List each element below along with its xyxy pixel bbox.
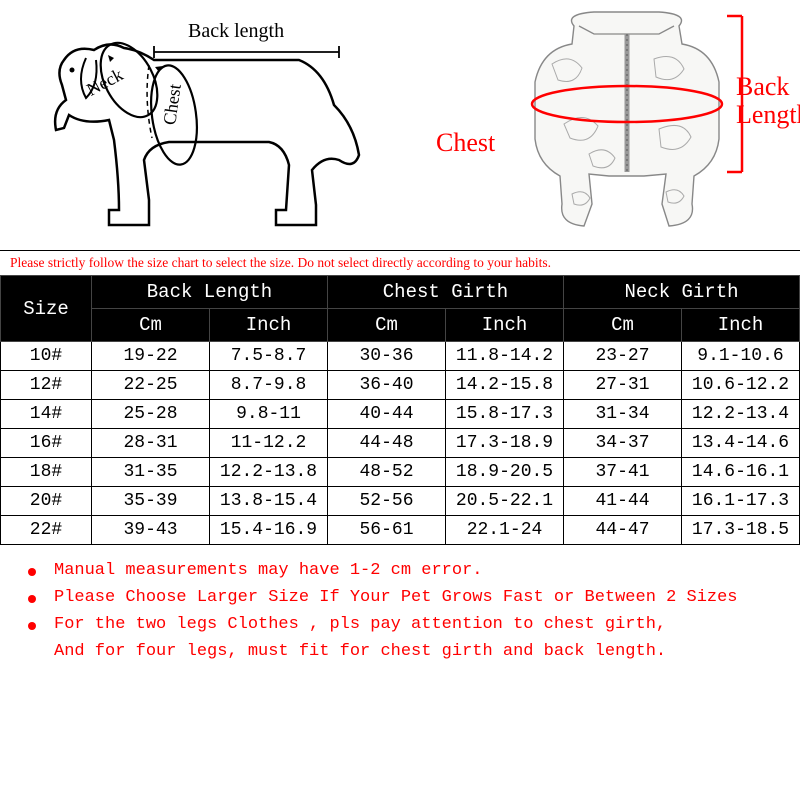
- table-cell: 56-61: [328, 516, 446, 545]
- table-cell: 22.1-24: [446, 516, 564, 545]
- table-cell: 20.5-22.1: [446, 487, 564, 516]
- table-cell: 19-22: [92, 342, 210, 371]
- table-cell: 10.6-12.2: [682, 371, 800, 400]
- table-cell: 12.2-13.8: [210, 458, 328, 487]
- table-cell: 14#: [1, 400, 92, 429]
- bullet-icon: [28, 595, 36, 603]
- header-ng-in: Inch: [682, 309, 800, 342]
- label-jacket-back-2: Length: [736, 100, 800, 130]
- table-cell: 31-35: [92, 458, 210, 487]
- table-row: 14#25-289.8-1140-4415.8-17.331-3412.2-13…: [1, 400, 800, 429]
- size-chart-table: Size Back Length Chest Girth Neck Girth …: [0, 275, 800, 545]
- header-cg-cm: Cm: [328, 309, 446, 342]
- table-cell: 11-12.2: [210, 429, 328, 458]
- table-cell: 15.4-16.9: [210, 516, 328, 545]
- header-ng-cm: Cm: [564, 309, 682, 342]
- table-row: 18#31-3512.2-13.848-5218.9-20.537-4114.6…: [1, 458, 800, 487]
- table-cell: 12.2-13.4: [682, 400, 800, 429]
- table-cell: 48-52: [328, 458, 446, 487]
- table-cell: 17.3-18.9: [446, 429, 564, 458]
- table-cell: 31-34: [564, 400, 682, 429]
- bullet-icon: [28, 622, 36, 630]
- table-cell: 11.8-14.2: [446, 342, 564, 371]
- table-cell: 28-31: [92, 429, 210, 458]
- table-cell: 15.8-17.3: [446, 400, 564, 429]
- table-cell: 10#: [1, 342, 92, 371]
- table-cell: 41-44: [564, 487, 682, 516]
- table-cell: 22-25: [92, 371, 210, 400]
- table-cell: 27-31: [564, 371, 682, 400]
- table-cell: 14.6-16.1: [682, 458, 800, 487]
- note-text: And for four legs, must fit for chest gi…: [54, 642, 772, 661]
- table-cell: 36-40: [328, 371, 446, 400]
- table-cell: 22#: [1, 516, 92, 545]
- jacket-measurement-diagram: Chest Back Length: [444, 0, 794, 250]
- table-cell: 25-28: [92, 400, 210, 429]
- header-back-length: Back Length: [92, 276, 328, 309]
- label-back-length: Back length: [188, 20, 284, 43]
- header-size: Size: [1, 276, 92, 342]
- note-text: Manual measurements may have 1-2 cm erro…: [54, 561, 772, 580]
- table-row: 10#19-227.5-8.730-3611.8-14.223-279.1-10…: [1, 342, 800, 371]
- header-bl-in: Inch: [210, 309, 328, 342]
- table-cell: 7.5-8.7: [210, 342, 328, 371]
- note-line: And for four legs, must fit for chest gi…: [28, 642, 772, 661]
- header-bl-cm: Cm: [92, 309, 210, 342]
- label-jacket-chest: Chest: [436, 128, 495, 158]
- table-row: 20#35-3913.8-15.452-5620.5-22.141-4416.1…: [1, 487, 800, 516]
- table-cell: 52-56: [328, 487, 446, 516]
- table-cell: 8.7-9.8: [210, 371, 328, 400]
- table-cell: 18.9-20.5: [446, 458, 564, 487]
- table-cell: 13.4-14.6: [682, 429, 800, 458]
- table-cell: 9.1-10.6: [682, 342, 800, 371]
- table-cell: 35-39: [92, 487, 210, 516]
- table-cell: 37-41: [564, 458, 682, 487]
- diagram-section: Back length Neck Chest C: [0, 0, 800, 250]
- note-line: Manual measurements may have 1-2 cm erro…: [28, 561, 772, 580]
- table-header-row-1: Size Back Length Chest Girth Neck Girth: [1, 276, 800, 309]
- table-cell: 9.8-11: [210, 400, 328, 429]
- table-cell: 44-48: [328, 429, 446, 458]
- table-cell: 17.3-18.5: [682, 516, 800, 545]
- table-row: 12#22-258.7-9.836-4014.2-15.827-3110.6-1…: [1, 371, 800, 400]
- table-cell: 44-47: [564, 516, 682, 545]
- table-cell: 23-27: [564, 342, 682, 371]
- bullet-spacer: [28, 642, 36, 650]
- table-cell: 18#: [1, 458, 92, 487]
- notes-section: Manual measurements may have 1-2 cm erro…: [0, 545, 800, 685]
- header-neck-girth: Neck Girth: [564, 276, 800, 309]
- table-row: 22#39-4315.4-16.956-6122.1-2444-4717.3-1…: [1, 516, 800, 545]
- table-cell: 13.8-15.4: [210, 487, 328, 516]
- header-cg-in: Inch: [446, 309, 564, 342]
- note-text: For the two legs Clothes , pls pay atten…: [54, 615, 772, 634]
- table-cell: 39-43: [92, 516, 210, 545]
- table-header-row-2: Cm Inch Cm Inch Cm Inch: [1, 309, 800, 342]
- table-cell: 20#: [1, 487, 92, 516]
- table-cell: 40-44: [328, 400, 446, 429]
- note-line: Please Choose Larger Size If Your Pet Gr…: [28, 588, 772, 607]
- table-cell: 12#: [1, 371, 92, 400]
- table-cell: 30-36: [328, 342, 446, 371]
- table-cell: 16#: [1, 429, 92, 458]
- bullet-icon: [28, 568, 36, 576]
- dog-measurement-diagram: Back length Neck Chest: [0, 0, 444, 250]
- table-cell: 14.2-15.8: [446, 371, 564, 400]
- label-jacket-back-1: Back: [736, 72, 789, 102]
- table-cell: 16.1-17.3: [682, 487, 800, 516]
- table-cell: 34-37: [564, 429, 682, 458]
- header-chest-girth: Chest Girth: [328, 276, 564, 309]
- note-text: Please Choose Larger Size If Your Pet Gr…: [54, 588, 772, 607]
- table-row: 16#28-3111-12.244-4817.3-18.934-3713.4-1…: [1, 429, 800, 458]
- note-line: For the two legs Clothes , pls pay atten…: [28, 615, 772, 634]
